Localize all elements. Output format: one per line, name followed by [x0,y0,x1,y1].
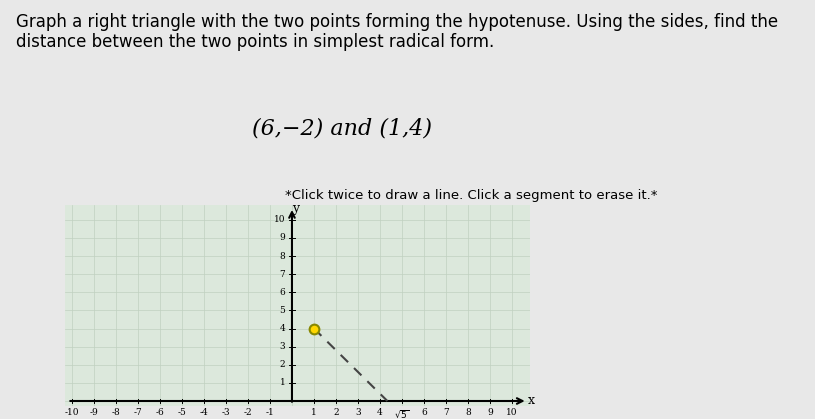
Text: 3: 3 [280,342,285,351]
Text: 7: 7 [280,270,285,279]
Text: 1: 1 [280,378,285,388]
Text: *Click twice to draw a line. Click a segment to erase it.*: *Click twice to draw a line. Click a seg… [285,189,658,202]
Text: 9: 9 [280,233,285,243]
Text: 8: 8 [465,408,471,417]
Text: 9: 9 [487,408,493,417]
Text: 3: 3 [355,408,361,417]
Text: (6,−2) and (1,4): (6,−2) and (1,4) [253,117,432,140]
Text: 1: 1 [311,408,317,417]
Text: -2: -2 [244,408,253,417]
Text: 10: 10 [506,408,518,417]
Text: 8: 8 [280,251,285,261]
Text: 2: 2 [333,408,339,417]
Text: x: x [527,395,535,408]
Text: 10: 10 [274,215,285,224]
Text: 4: 4 [377,408,383,417]
Text: 7: 7 [443,408,449,417]
Text: 5: 5 [280,306,285,315]
Text: 6: 6 [280,288,285,297]
Text: y: y [293,202,299,215]
Text: -8: -8 [112,408,121,417]
Text: -6: -6 [156,408,165,417]
Text: 6: 6 [421,408,427,417]
Text: -7: -7 [134,408,143,417]
Text: -4: -4 [200,408,209,417]
Text: -5: -5 [178,408,187,417]
Text: -10: -10 [64,408,79,417]
Text: -1: -1 [266,408,275,417]
Text: -3: -3 [222,408,230,417]
Text: Graph a right triangle with the two points forming the hypotenuse. Using the sid: Graph a right triangle with the two poin… [16,13,778,52]
Text: 2: 2 [280,360,285,369]
Text: 4: 4 [280,324,285,333]
Text: -9: -9 [90,408,98,417]
Text: $\sqrt{5}$: $\sqrt{5}$ [394,408,410,419]
